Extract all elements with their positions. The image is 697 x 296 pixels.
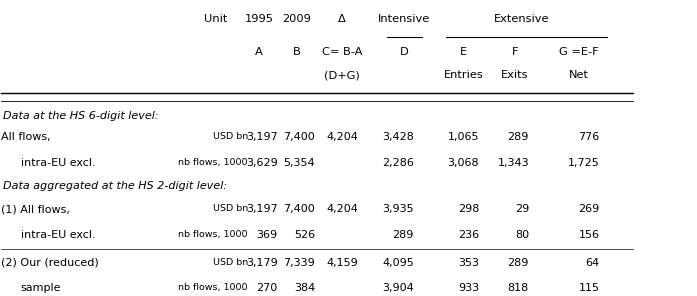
Text: 526: 526 [294, 230, 315, 240]
Text: 236: 236 [458, 230, 479, 240]
Text: nb flows, 1000: nb flows, 1000 [178, 158, 248, 167]
Text: 3,197: 3,197 [246, 204, 277, 214]
Text: 80: 80 [515, 230, 529, 240]
Text: Entries: Entries [444, 70, 484, 81]
Text: D: D [399, 47, 408, 57]
Text: Exits: Exits [501, 70, 529, 81]
Text: 3,904: 3,904 [382, 283, 414, 293]
Text: Data aggregated at the HS 2-digit level:: Data aggregated at the HS 2-digit level: [3, 181, 227, 191]
Text: 270: 270 [256, 283, 277, 293]
Text: All flows,: All flows, [1, 132, 51, 142]
Text: C= B-A: C= B-A [322, 47, 362, 57]
Text: G =E-F: G =E-F [559, 47, 599, 57]
Text: 1,065: 1,065 [447, 132, 479, 142]
Text: 4,204: 4,204 [326, 132, 358, 142]
Text: 3,428: 3,428 [382, 132, 414, 142]
Text: 2,286: 2,286 [382, 158, 414, 168]
Text: F: F [512, 47, 519, 57]
Text: (D+G): (D+G) [324, 70, 360, 81]
Text: 818: 818 [507, 283, 529, 293]
Text: 5,354: 5,354 [284, 158, 315, 168]
Text: 353: 353 [458, 258, 479, 268]
Text: 289: 289 [507, 132, 529, 142]
Text: 29: 29 [515, 204, 529, 214]
Text: USD bn: USD bn [213, 258, 248, 266]
Text: 2009: 2009 [282, 14, 311, 24]
Text: Extensive: Extensive [493, 14, 549, 24]
Text: Data at the HS 6-digit level:: Data at the HS 6-digit level: [3, 111, 158, 121]
Text: 3,068: 3,068 [447, 158, 479, 168]
Text: (1) All flows,: (1) All flows, [1, 204, 70, 214]
Text: 4,204: 4,204 [326, 204, 358, 214]
Text: 115: 115 [579, 283, 600, 293]
Text: 933: 933 [458, 283, 479, 293]
Text: 3,179: 3,179 [246, 258, 277, 268]
Text: B: B [293, 47, 300, 57]
Text: E: E [460, 47, 467, 57]
Text: A: A [255, 47, 263, 57]
Text: 4,159: 4,159 [326, 258, 358, 268]
Text: 1,343: 1,343 [498, 158, 529, 168]
Text: 7,400: 7,400 [284, 132, 315, 142]
Text: (2) Our (reduced): (2) Our (reduced) [1, 258, 99, 268]
Text: 269: 269 [579, 204, 600, 214]
Text: 1,725: 1,725 [568, 158, 600, 168]
Text: Unit: Unit [204, 14, 227, 24]
Text: intra-EU excl.: intra-EU excl. [21, 230, 95, 240]
Text: USD bn: USD bn [213, 204, 248, 213]
Text: 156: 156 [579, 230, 600, 240]
Text: 776: 776 [579, 132, 600, 142]
Text: 298: 298 [458, 204, 479, 214]
Text: Δ: Δ [338, 14, 346, 24]
Text: 4,095: 4,095 [382, 258, 414, 268]
Text: 3,197: 3,197 [246, 132, 277, 142]
Text: 7,400: 7,400 [284, 204, 315, 214]
Text: 64: 64 [585, 258, 600, 268]
Text: 7,339: 7,339 [284, 258, 315, 268]
Text: 289: 289 [507, 258, 529, 268]
Text: 3,629: 3,629 [246, 158, 277, 168]
Text: sample: sample [21, 283, 61, 293]
Text: USD bn: USD bn [213, 132, 248, 141]
Text: intra-EU excl.: intra-EU excl. [21, 158, 95, 168]
Text: Intensive: Intensive [378, 14, 430, 24]
Text: nb flows, 1000: nb flows, 1000 [178, 283, 248, 292]
Text: Net: Net [569, 70, 589, 81]
Text: 384: 384 [294, 283, 315, 293]
Text: 369: 369 [256, 230, 277, 240]
Text: 1995: 1995 [245, 14, 273, 24]
Text: 3,935: 3,935 [382, 204, 414, 214]
Text: 289: 289 [392, 230, 414, 240]
Text: nb flows, 1000: nb flows, 1000 [178, 230, 248, 239]
